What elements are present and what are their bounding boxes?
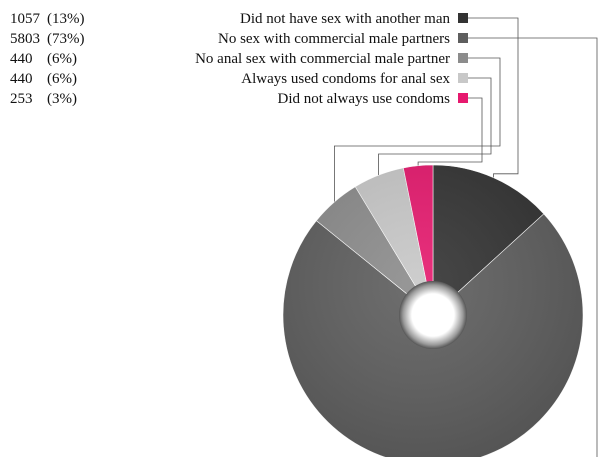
leader-line xyxy=(333,57,501,202)
leader-line xyxy=(417,97,483,166)
legend-value: 253 xyxy=(10,91,33,107)
legend-label: Did not have sex with another man xyxy=(240,11,450,27)
leader-line xyxy=(378,77,492,176)
legend-percent: (73%) xyxy=(47,31,85,47)
legend-label: No anal sex with commercial male partner xyxy=(195,51,450,67)
legend-swatch xyxy=(458,93,468,103)
legend-swatch xyxy=(458,33,468,43)
legend-percent: (3%) xyxy=(47,91,77,107)
legend-value: 5803 xyxy=(10,31,40,47)
legend-swatch xyxy=(458,13,468,23)
legend-percent: (13%) xyxy=(47,11,85,27)
legend-value: 1057 xyxy=(10,11,41,27)
legend-swatch xyxy=(458,53,468,63)
legend-swatch xyxy=(458,73,468,83)
legend: 1057 (13%) Did not have sex with another m… xyxy=(10,11,468,107)
leader-line xyxy=(468,17,519,178)
leader-lines xyxy=(333,17,598,457)
legend-value: 440 xyxy=(10,51,33,67)
legend-value: 440 xyxy=(10,71,33,87)
legend-percent: (6%) xyxy=(47,51,77,67)
leader-line xyxy=(468,37,598,457)
legend-percent: (6%) xyxy=(47,71,77,87)
legend-label: Always used condoms for anal sex xyxy=(241,71,450,87)
donut-hole xyxy=(399,281,467,349)
legend-label: No sex with commercial male partners xyxy=(218,31,450,47)
legend-label: Did not always use condoms xyxy=(278,91,451,107)
pie-slices xyxy=(282,164,584,457)
